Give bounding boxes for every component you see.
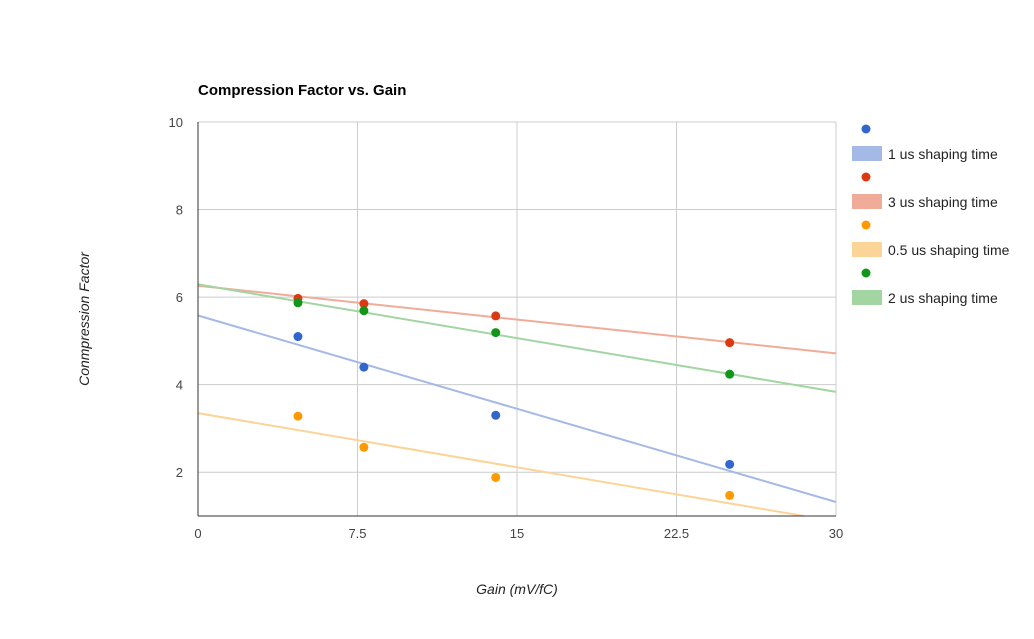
x-tick-label: 15	[510, 526, 524, 541]
axes	[197, 122, 836, 517]
data-point	[491, 328, 501, 338]
legend-swatch	[852, 290, 882, 305]
y-tick-label: 4	[176, 378, 183, 393]
data-point	[293, 298, 303, 308]
y-tick-label: 6	[176, 290, 183, 305]
y-tick-label: 10	[169, 115, 183, 130]
trendline	[197, 314, 837, 503]
legend-label: 2 us shaping time	[888, 290, 998, 306]
data-point	[491, 311, 501, 321]
data-point	[491, 410, 501, 420]
x-axis-title: Gain (mV/fC)	[476, 581, 558, 597]
data-point	[725, 490, 735, 500]
legend-label: 0.5 us shaping time	[888, 242, 1010, 258]
x-tick-label: 0	[194, 526, 201, 541]
legend-label: 3 us shaping time	[888, 194, 998, 210]
y-axis-title: Conmpression Factor	[76, 251, 92, 386]
y-tick-label: 2	[176, 465, 183, 480]
legend-marker	[861, 172, 871, 182]
data-point	[491, 472, 501, 482]
data-point	[725, 369, 735, 379]
data-point	[359, 299, 369, 309]
legend-swatch	[852, 242, 882, 257]
legend-swatch	[852, 194, 882, 209]
data-point	[293, 332, 303, 342]
data-point	[725, 338, 735, 348]
x-tick-label: 22.5	[664, 526, 689, 541]
trendline	[197, 412, 804, 517]
data-points	[293, 293, 735, 500]
legend-marker	[861, 220, 871, 230]
legend-swatch	[852, 146, 882, 161]
x-tick-label: 7.5	[348, 526, 366, 541]
tick-labels: 0 7.5 15 22.5 30 2 4 6 8 10	[169, 115, 844, 541]
y-tick-label: 8	[176, 203, 183, 218]
chart-title: Compression Factor vs. Gain	[198, 82, 406, 99]
data-point	[293, 411, 303, 421]
data-point	[359, 306, 369, 316]
legend-marker	[861, 124, 871, 134]
legend-label: 1 us shaping time	[888, 146, 998, 162]
data-point	[359, 362, 369, 372]
legend: 1 us shaping time 3 us shaping time 0.5 us…	[852, 124, 1010, 306]
legend-marker	[861, 268, 871, 278]
x-tick-label: 30	[829, 526, 843, 541]
data-point	[359, 442, 369, 452]
data-point	[725, 459, 735, 469]
